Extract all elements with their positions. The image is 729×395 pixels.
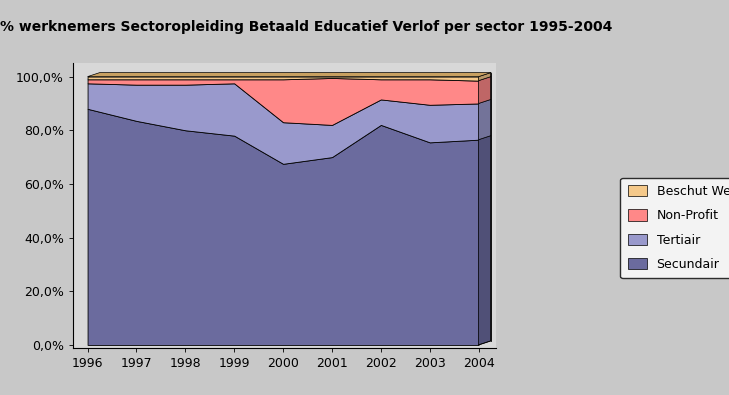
Text: % werknemers Sectoropleiding Betaald Educatief Verlof per sector 1995-2004: % werknemers Sectoropleiding Betaald Edu… xyxy=(0,20,612,34)
Polygon shape xyxy=(479,77,491,103)
Polygon shape xyxy=(87,73,491,77)
Legend: Beschut Werken, Non-Profit, Tertiair, Secundair: Beschut Werken, Non-Profit, Tertiair, Se… xyxy=(620,177,729,278)
Polygon shape xyxy=(479,73,491,81)
Polygon shape xyxy=(479,100,491,140)
Polygon shape xyxy=(479,135,491,345)
